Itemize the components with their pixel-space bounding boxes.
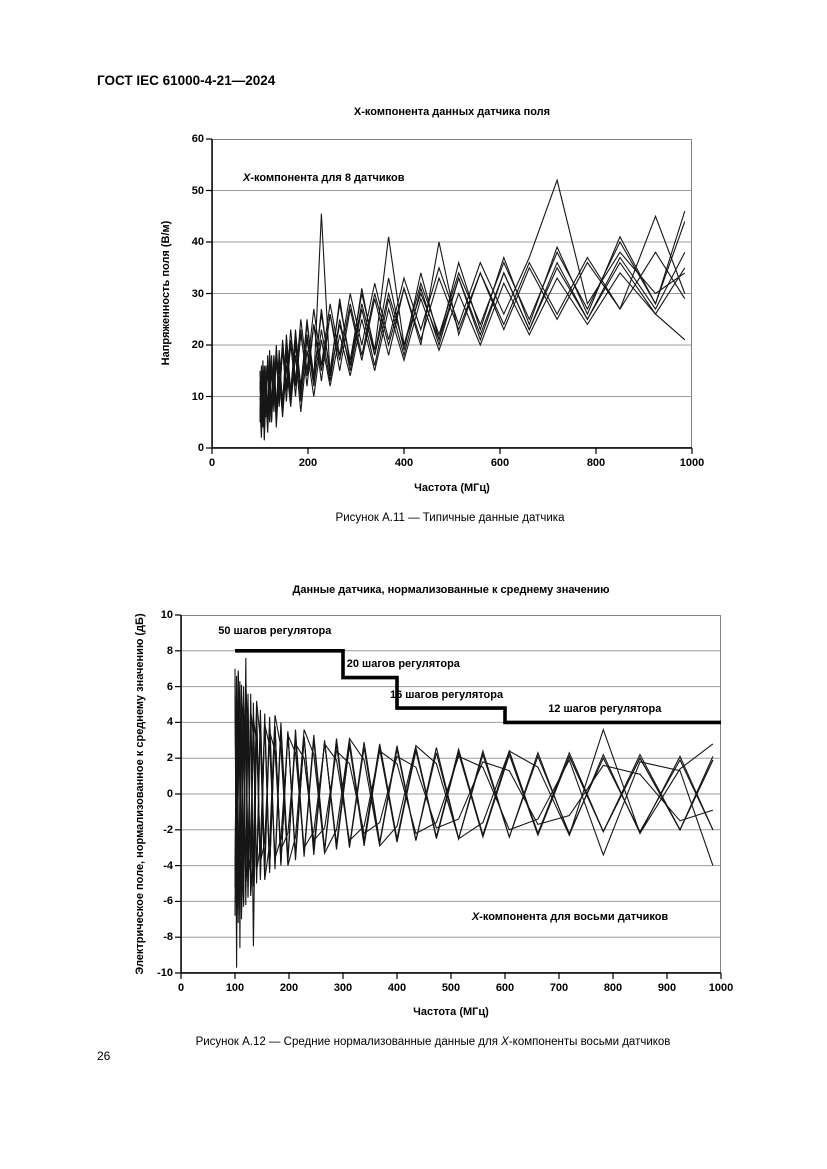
y-tick-label: 20 xyxy=(191,339,204,351)
annotation-x-symbol: Х xyxy=(471,911,480,923)
sensor-data-line xyxy=(259,214,686,428)
tuner-step-annotation: 16 шагов регулятора xyxy=(389,689,504,702)
tuner-step-annotation: 12 шагов регулятора xyxy=(548,702,662,715)
sensor-data-line xyxy=(259,178,686,418)
tuner-step-annotation: 50 шагов регулятора xyxy=(218,625,332,637)
y-tick-label: -6 xyxy=(163,895,173,908)
x-tick-label: 1000 xyxy=(708,982,734,994)
x-tick-label: 900 xyxy=(657,982,677,994)
caption-text-before: Рисунок А.12 — Средние нормализованные д… xyxy=(195,1036,502,1048)
annotation-x-symbol: Х xyxy=(243,172,251,184)
chart-a12-x-axis-label: Частота (МГц) xyxy=(413,1006,489,1018)
y-tick-label: -10 xyxy=(157,967,173,979)
x-tick-label: 200 xyxy=(298,457,318,469)
x-tick-label: 0 xyxy=(177,982,185,994)
sensor-data-line xyxy=(259,221,686,428)
x-tick-label: 300 xyxy=(333,982,353,994)
chart-a12-title: Данные датчика, нормализованные к средне… xyxy=(292,584,610,596)
y-tick-label: 10 xyxy=(191,390,204,403)
x-tick-label: 500 xyxy=(441,982,461,994)
y-tick-label: 30 xyxy=(191,287,204,300)
chart-a12-annotation: Х-компонента для восьми датчиков xyxy=(472,911,668,923)
x-tick-label: 200 xyxy=(279,982,299,994)
tuner-steps-line xyxy=(235,648,721,725)
caption-text-after: -компоненты восьми датчиков xyxy=(508,1036,671,1048)
document-header: ГОСТ IEC 61000-4-21—2024 xyxy=(97,73,276,88)
x-tick-label: 800 xyxy=(603,982,623,994)
annotation-text: -компонента для восьми датчиков xyxy=(479,911,669,923)
caption-x-symbol: Х xyxy=(501,1036,509,1048)
page-number: 26 xyxy=(97,1049,111,1063)
sensor-data-line xyxy=(234,695,714,900)
sensor-data-line xyxy=(234,675,714,920)
y-tick-label: 0 xyxy=(166,788,173,800)
y-tick-label: 40 xyxy=(191,236,204,248)
x-tick-label: 600 xyxy=(490,457,510,469)
figure-a12-caption: Рисунок А.12 — Средние нормализованные д… xyxy=(97,1036,769,1048)
x-tick-label: 600 xyxy=(495,982,515,994)
y-tick-label: 6 xyxy=(166,680,173,693)
figure-a11-caption: Рисунок А.11 — Типичные данные датчика xyxy=(335,512,565,524)
annotation-text: -компонента для 8 датчиков xyxy=(250,172,405,184)
x-tick-label: 1000 xyxy=(679,457,705,469)
y-tick-label: 4 xyxy=(166,716,173,729)
x-tick-label: 400 xyxy=(387,982,407,994)
sensor-data-line xyxy=(234,700,714,891)
sensor-data-line xyxy=(259,251,686,423)
sensor-data-line xyxy=(259,261,686,438)
x-tick-label: 100 xyxy=(225,982,245,994)
y-tick-label: 60 xyxy=(191,133,204,145)
y-tick-label: -2 xyxy=(163,823,173,836)
x-tick-label: 0 xyxy=(208,457,216,469)
y-tick-label: 10 xyxy=(160,609,173,621)
y-tick-label: 50 xyxy=(191,184,204,197)
y-tick-label: 2 xyxy=(166,752,173,765)
chart-a11-x-axis-label: Частота (МГц) xyxy=(414,482,490,494)
x-tick-label: 700 xyxy=(549,982,569,994)
y-tick-label: 0 xyxy=(197,442,204,454)
x-tick-label: 400 xyxy=(394,457,414,469)
y-tick-label: 8 xyxy=(166,644,173,657)
x-tick-label: 800 xyxy=(586,457,606,469)
chart-a11-annotation: Х-компонента для 8 датчиков xyxy=(243,172,405,184)
y-tick-label: -8 xyxy=(163,931,173,944)
chart-a11-plot xyxy=(206,138,693,454)
chart-a11-title: Х-компонента данных датчика поля xyxy=(353,106,551,118)
tuner-step-annotation: 20 шагов регулятора xyxy=(346,658,460,671)
y-tick-label: -4 xyxy=(163,859,173,872)
sensor-data-line xyxy=(234,670,714,913)
chart-a12-plot xyxy=(175,614,722,979)
